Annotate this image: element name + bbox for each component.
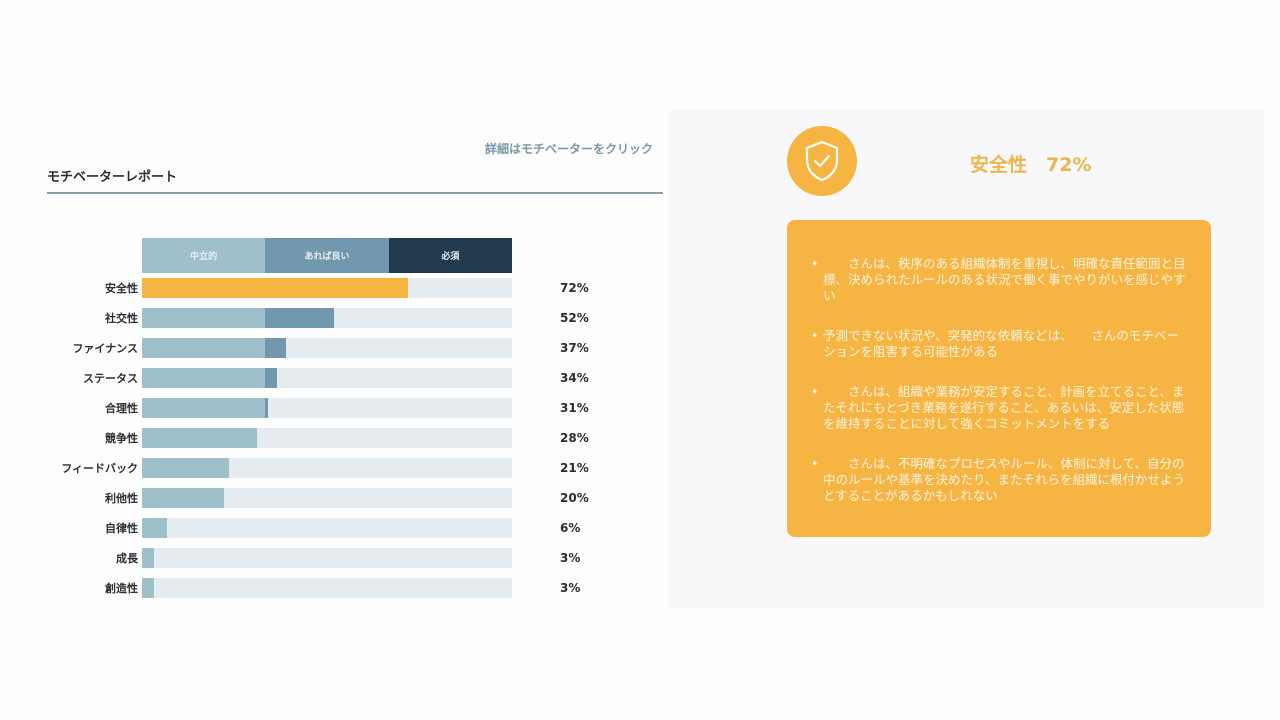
chart-row[interactable]: ファイナンス 37%	[0, 338, 640, 358]
chart-row[interactable]: 創造性 3%	[0, 578, 640, 598]
row-label: ファイナンス	[72, 342, 138, 355]
detail-bullet: さんは、不明確なプロセスやルール、体制に対して、自分の中のルールや基準を決めたり…	[811, 456, 1187, 504]
chart-row[interactable]: 安全性 72%	[0, 278, 640, 298]
bar-fill-neutral	[142, 488, 225, 508]
detail-link[interactable]: 詳細はモチベーターをクリック	[484, 142, 653, 156]
bar-track	[142, 488, 512, 508]
row-percent: 34%	[560, 371, 589, 385]
row-label: 成長	[116, 552, 138, 565]
detail-card: さんは、秩序のある組織体制を重視し、明確な責任範囲と目標、決められたルールのある…	[787, 220, 1211, 537]
row-percent: 52%	[560, 311, 589, 325]
row-label: 利他性	[105, 492, 138, 505]
row-percent: 21%	[560, 461, 589, 475]
row-percent: 6%	[560, 521, 581, 535]
row-percent: 28%	[560, 431, 589, 445]
bar-fill-nice	[265, 398, 268, 418]
bar-fill-neutral	[142, 368, 266, 388]
bar-fill-nice	[265, 368, 278, 388]
bar-fill-neutral	[142, 458, 229, 478]
bar-track	[142, 308, 512, 328]
legend-nice-to-have: あれば良い	[265, 238, 389, 273]
bar-fill-neutral	[142, 398, 266, 418]
chart-row[interactable]: 社交性 52%	[0, 308, 640, 328]
row-percent: 20%	[560, 491, 589, 505]
bar-track	[142, 368, 512, 388]
bar-fill-nice	[265, 338, 287, 358]
bar-track	[142, 428, 512, 448]
row-percent: 3%	[560, 581, 581, 595]
detail-bullet: 予測できない状況や、突発的な依頼などは、 さんのモチベーションを阻害する可能性が…	[811, 328, 1187, 360]
row-percent: 72%	[560, 281, 589, 295]
divider	[47, 192, 663, 194]
bar-track	[142, 278, 512, 298]
row-label: ステータス	[83, 372, 138, 385]
bar-track	[142, 518, 512, 538]
row-label: 社交性	[105, 312, 138, 325]
bar-track	[142, 338, 512, 358]
bar-track	[142, 398, 512, 418]
bar-fill-neutral	[142, 548, 155, 568]
legend-neutral: 中立的	[142, 238, 266, 273]
row-percent: 31%	[560, 401, 589, 415]
chart-row[interactable]: 合理性 31%	[0, 398, 640, 418]
bar-fill-neutral	[142, 308, 266, 328]
detail-title: 安全性 72%	[970, 154, 1092, 176]
page-title: モチベーターレポート	[47, 170, 178, 185]
chart-row[interactable]: 利他性 20%	[0, 488, 640, 508]
row-percent: 37%	[560, 341, 589, 355]
chart-row[interactable]: 自律性 6%	[0, 518, 640, 538]
chart-row[interactable]: ステータス 34%	[0, 368, 640, 388]
bar-track	[142, 548, 512, 568]
bar-fill-neutral	[142, 578, 155, 598]
badge	[787, 126, 857, 196]
shield-check-icon	[805, 140, 839, 182]
bar-fill-neutral	[142, 428, 257, 448]
row-label: 創造性	[105, 582, 138, 595]
row-label: 安全性	[105, 282, 138, 295]
row-label: 自律性	[105, 522, 138, 535]
bar-fill	[142, 278, 409, 298]
chart-row[interactable]: 競争性 28%	[0, 428, 640, 448]
detail-bullet: さんは、秩序のある組織体制を重視し、明確な責任範囲と目標、決められたルールのある…	[811, 256, 1187, 304]
bar-track	[142, 458, 512, 478]
bar-fill-neutral	[142, 518, 167, 538]
row-percent: 3%	[560, 551, 581, 565]
zone-legend: 中立的 あれば良い 必須	[142, 238, 512, 273]
legend-required: 必須	[388, 238, 512, 273]
chart-row[interactable]: フィードバック 21%	[0, 458, 640, 478]
row-label: 合理性	[105, 402, 138, 415]
bar-fill-nice	[265, 308, 335, 328]
bar-fill-neutral	[142, 338, 266, 358]
row-label: 競争性	[105, 432, 138, 445]
row-label: フィードバック	[61, 462, 138, 475]
chart-row[interactable]: 成長 3%	[0, 548, 640, 568]
detail-bullet: さんは、組織や業務が安定すること、計画を立てること、またそれにもとづき業務を遂行…	[811, 384, 1187, 432]
bar-track	[142, 578, 512, 598]
